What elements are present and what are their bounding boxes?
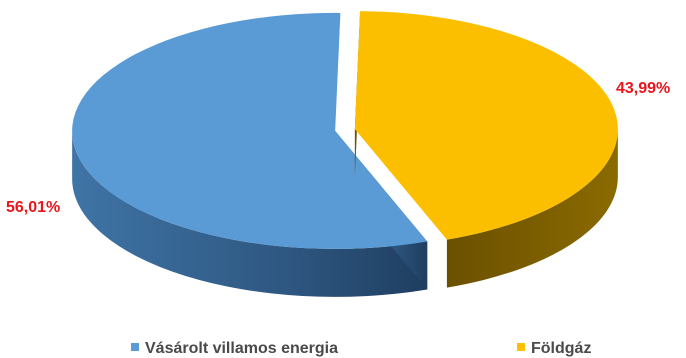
data-label-villamos-energia: 56,01% [6,199,60,216]
slice-foldgaz [354,11,618,288]
slice-side-villamos-energia [72,130,428,297]
slice-top-foldgaz [354,11,618,240]
data-label-foldgaz: 43,99% [616,80,670,97]
slice-side-foldgaz [446,129,618,288]
slice-top-villamos-energia [72,12,428,249]
slice-villamos-energia [72,12,428,297]
legend-swatch-villamos-energia [131,343,139,351]
legend: Vásárolt villamos energia Földgáz [131,340,591,357]
legend-label-foldgaz: Földgáz [531,340,591,357]
legend-swatch-foldgaz [517,343,525,351]
pie-slices [72,11,618,297]
legend-label-villamos-energia: Vásárolt villamos energia [145,340,338,357]
